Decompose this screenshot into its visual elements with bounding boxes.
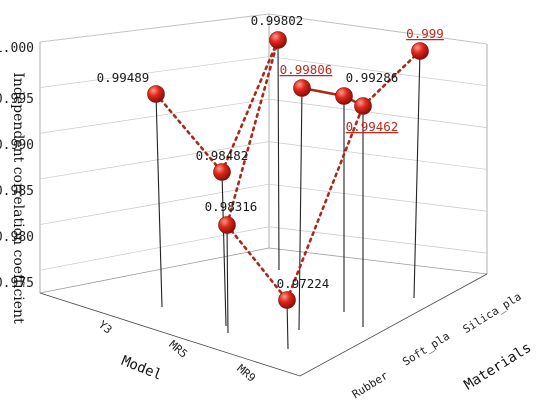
connector-line bbox=[220, 38, 280, 174]
gridline bbox=[39, 226, 488, 271]
x-tick-label: MR5 bbox=[166, 338, 190, 361]
connector-lines bbox=[154, 38, 422, 302]
data-label: 0.99286 bbox=[346, 70, 399, 85]
z-tick-label: 0.975 bbox=[0, 276, 34, 291]
stem-line bbox=[277, 39, 280, 271]
stem-line bbox=[155, 93, 163, 308]
x-axis-title: Model bbox=[119, 353, 164, 384]
z-tick-label: 0.985 bbox=[0, 184, 34, 199]
stem-line bbox=[298, 87, 303, 331]
connector-line bbox=[225, 223, 289, 302]
data-point bbox=[213, 163, 231, 181]
stem-line bbox=[413, 50, 421, 299]
z-tick-label: 0.995 bbox=[0, 92, 34, 107]
data-label: 0.99802 bbox=[251, 13, 304, 28]
data-point bbox=[411, 42, 429, 60]
z-tick-label: 0.980 bbox=[0, 230, 34, 245]
data-point bbox=[147, 85, 165, 103]
x-axis: Y3 MR5 MR9 Model bbox=[96, 318, 258, 385]
y-tick-label: Soft_pla bbox=[400, 329, 452, 368]
y-tick-label: Rubber bbox=[350, 369, 391, 401]
data-point bbox=[218, 216, 236, 234]
data-point bbox=[278, 291, 296, 309]
gridline bbox=[39, 13, 488, 45]
stem-line bbox=[221, 171, 227, 327]
x-tick-label: MR9 bbox=[234, 362, 258, 385]
data-label: 0.97224 bbox=[277, 276, 330, 291]
connector-line bbox=[361, 49, 422, 108]
y-tick-label: Silica_pla bbox=[461, 290, 524, 336]
gridline bbox=[39, 56, 488, 88]
gridline bbox=[39, 98, 488, 134]
data-labels: 0.99489 0.98482 0.98316 0.97224 0.99802 0.998… bbox=[97, 13, 444, 291]
gridline bbox=[39, 141, 488, 180]
data-label: 0.999 bbox=[406, 26, 444, 41]
data-point bbox=[293, 79, 311, 97]
data-label: 0.99462 bbox=[346, 119, 399, 134]
connector-line bbox=[285, 104, 365, 302]
data-point bbox=[269, 31, 287, 49]
z-tick-label: 1.000 bbox=[0, 41, 34, 56]
y-axis-title: Materials bbox=[461, 340, 534, 394]
chart-gridlines bbox=[39, 13, 488, 271]
z-tick-label: 0.990 bbox=[0, 138, 34, 153]
chart-marks: 0.99489 0.98482 0.98316 0.97224 0.99802 0.998… bbox=[97, 13, 444, 350]
data-points bbox=[147, 31, 429, 309]
stem-lines bbox=[155, 39, 421, 350]
data-point bbox=[354, 97, 372, 115]
z-axis: 1.000 0.995 0.990 0.985 0.980 0.975 Inde… bbox=[0, 41, 34, 324]
x-tick-label: Y3 bbox=[96, 318, 115, 336]
data-label: 0.98482 bbox=[196, 148, 249, 163]
stem-line bbox=[226, 224, 229, 334]
y-axis: Rubber Soft_pla Silica_pla Materials bbox=[350, 290, 534, 401]
connector-line bbox=[154, 92, 224, 174]
data-label: 0.98316 bbox=[205, 199, 258, 214]
connector-line bbox=[225, 38, 280, 227]
data-label: 0.99489 bbox=[97, 70, 150, 85]
data-label: 0.99806 bbox=[280, 62, 333, 77]
gridline bbox=[39, 183, 488, 225]
z-axis-title: Independent correlation coefficient bbox=[10, 72, 26, 324]
data-point bbox=[335, 87, 353, 105]
